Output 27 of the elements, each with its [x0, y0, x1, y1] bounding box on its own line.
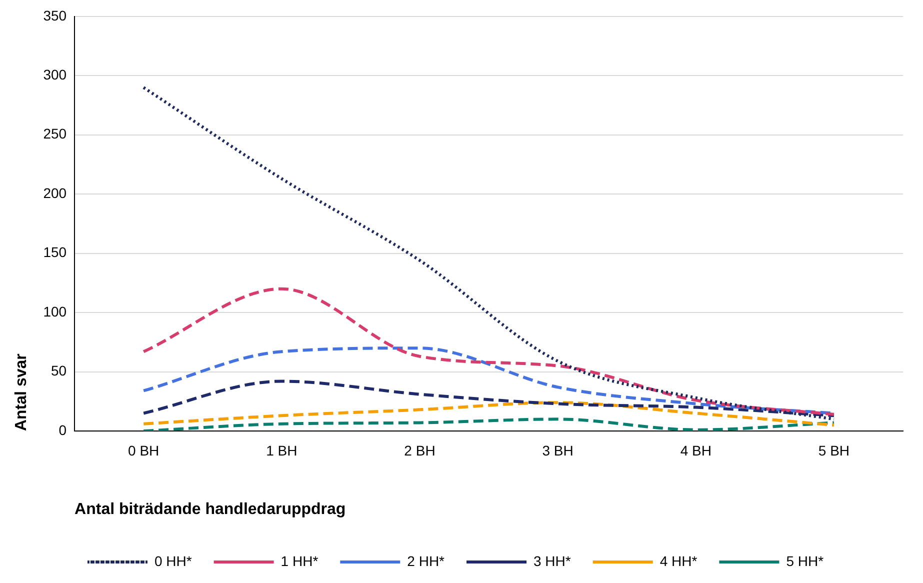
legend-label: 1 HH* [280, 552, 319, 569]
y-tick-label: 0 [58, 422, 67, 438]
line-series [142, 287, 836, 416]
legend-label: 5 HH* [786, 552, 824, 569]
legend-label: 2 HH* [407, 552, 446, 569]
x-tick-label: 2 BH [404, 442, 436, 458]
y-tick-label: 100 [43, 303, 67, 320]
line-series [142, 86, 836, 421]
legend-label: 3 HH* [534, 552, 572, 569]
y-tick-label: 200 [43, 184, 67, 201]
x-tick-label: 5 BH [818, 442, 850, 458]
legend-label: 0 HH* [154, 552, 192, 569]
x-tick-label: 3 BH [542, 442, 574, 458]
line-series [142, 401, 836, 427]
y-tick-label: 50 [50, 362, 67, 379]
y-tick-label: 300 [43, 66, 67, 82]
y-tick-label: 250 [43, 126, 67, 142]
y-tick-label: 350 [43, 7, 67, 24]
x-axis-title: Antal biträdande handledaruppdrag [74, 500, 346, 518]
x-tick-label: 4 BH [680, 442, 712, 458]
x-tick-label: 1 BH [266, 442, 298, 458]
x-tick-label: 0 BH [128, 442, 160, 458]
legend-label: 4 HH* [660, 552, 698, 569]
y-axis-title: Antal svar [13, 354, 30, 431]
line-series [142, 418, 836, 431]
line-series [142, 380, 836, 418]
y-tick-label: 150 [43, 244, 67, 260]
